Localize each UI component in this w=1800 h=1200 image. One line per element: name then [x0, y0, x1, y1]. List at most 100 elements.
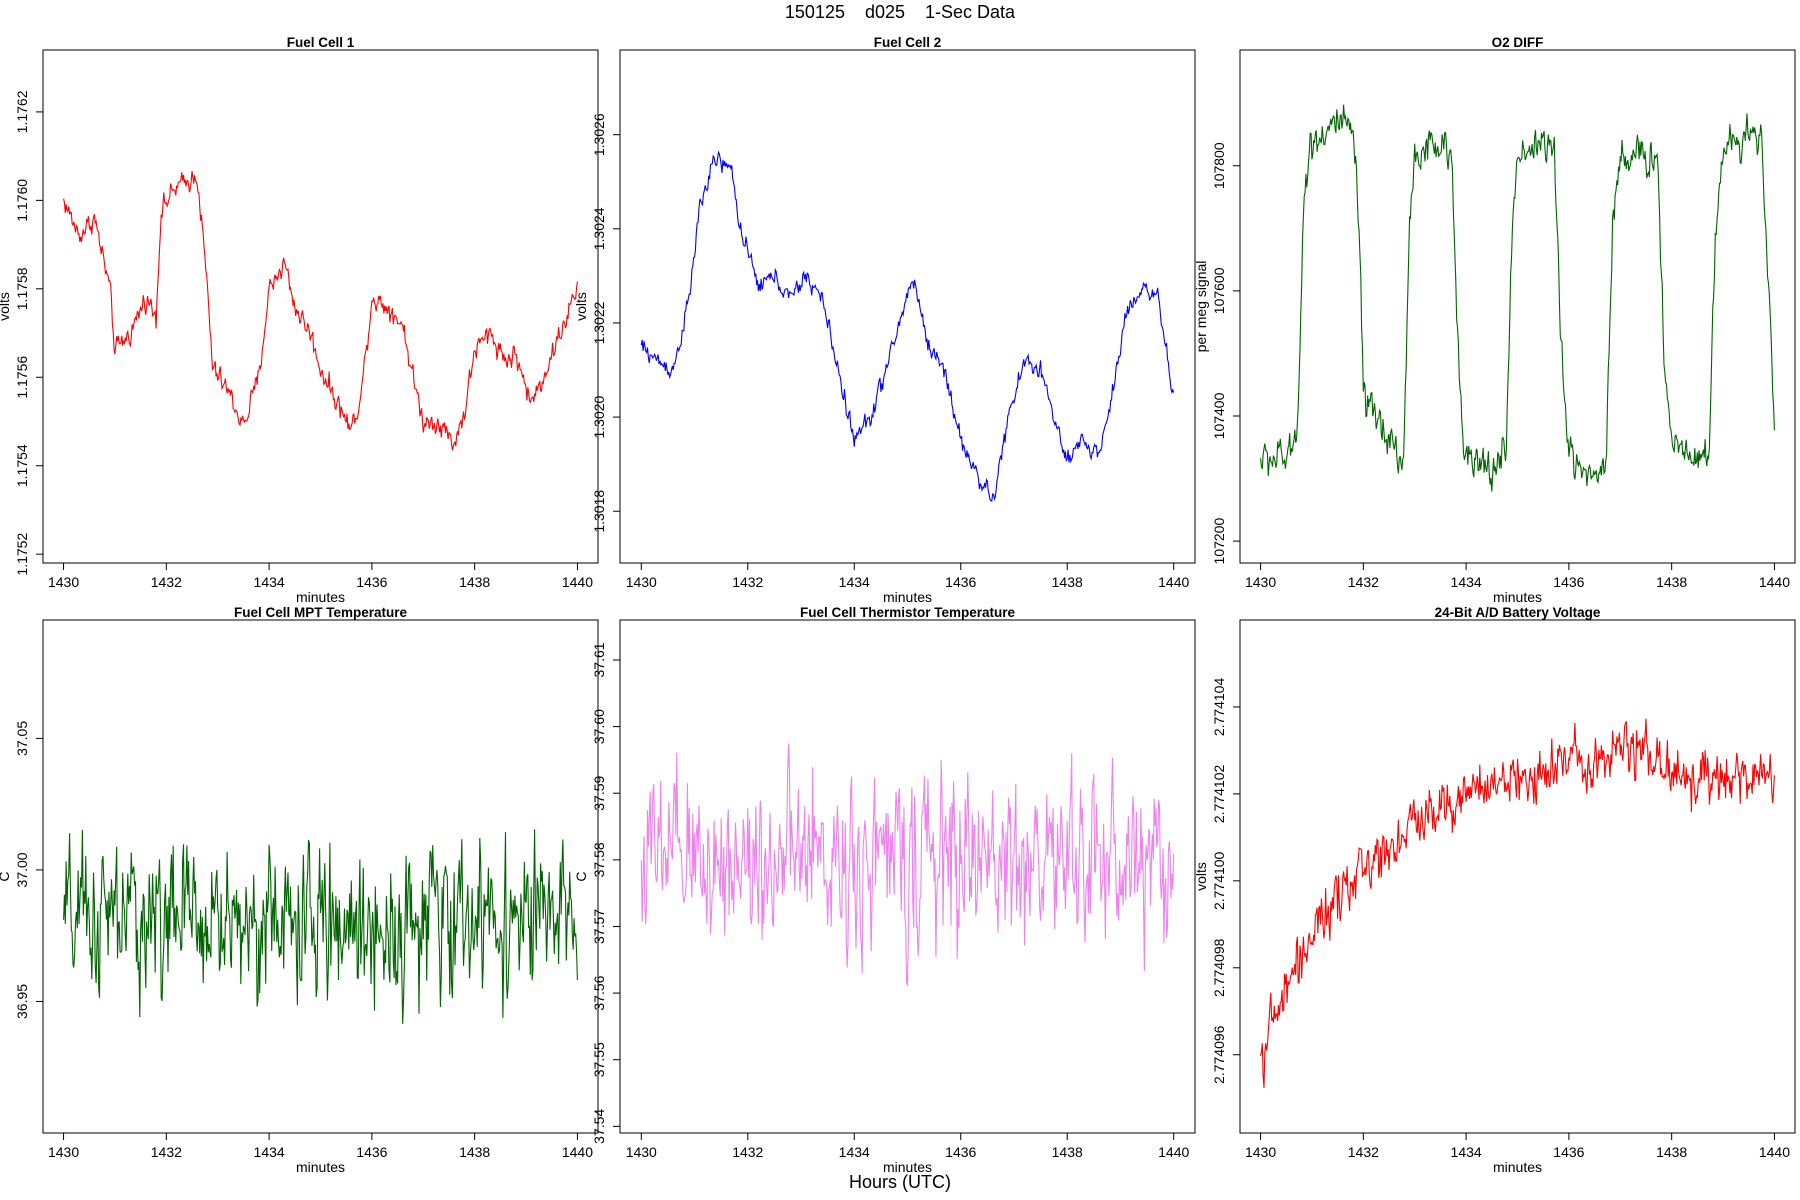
y-tick-label: 37.05 [14, 721, 30, 756]
y-tick-label: 1.1758 [14, 267, 30, 310]
panel-3: O2 DIFF 1430 1432 1434 1436 1438 1440 minutes 10… [1193, 35, 1796, 605]
page-title: 150125 d025 1-Sec Data [784, 2, 1016, 22]
y-tick-label: 1.1760 [14, 179, 30, 222]
y-axis-label: C [573, 871, 589, 881]
x-tick-label: 1434 [1451, 574, 1482, 590]
series-line [1260, 718, 1775, 1088]
x-tick-label: 1438 [459, 1144, 490, 1160]
y-tick-label: 37.55 [591, 1042, 607, 1077]
y-tick-label: 37.61 [591, 642, 607, 677]
x-tick-label: 1436 [945, 1144, 976, 1160]
y-tick-label: 107600 [1211, 267, 1227, 314]
y-tick-label: 107200 [1211, 518, 1227, 565]
x-tick-label: 1434 [839, 574, 870, 590]
y-tick-label: 1.1762 [14, 90, 30, 133]
panel-1: Fuel Cell 1 1430 1432 1434 1436 1438 1440 minut… [0, 35, 599, 605]
x-tick-label: 1430 [626, 574, 657, 590]
y-tick-label: 1.3022 [591, 301, 607, 344]
x-tick-label: 1436 [356, 1144, 387, 1160]
panel-title: Fuel Cell MPT Temperature [234, 605, 408, 620]
x-tick-label: 1438 [1052, 1144, 1083, 1160]
x-axis-label: minutes [883, 589, 932, 605]
x-tick-label: 1436 [1553, 574, 1584, 590]
x-tick-label: 1440 [562, 1144, 593, 1160]
x-tick-label: 1432 [1348, 1144, 1379, 1160]
y-axis-label: volts [0, 292, 12, 321]
y-tick-label: 36.95 [14, 984, 30, 1019]
x-tick-label: 1430 [626, 1144, 657, 1160]
y-tick-label: 2.774104 [1211, 678, 1227, 737]
x-tick-label: 1430 [48, 1144, 79, 1160]
plot-frame [42, 619, 599, 1134]
y-tick-label: 2.774100 [1211, 851, 1227, 910]
x-tick-label: 1432 [151, 1144, 182, 1160]
x-tick-label: 1430 [1245, 574, 1276, 590]
y-tick-label: 1.3020 [591, 395, 607, 438]
x-tick-label: 1436 [1553, 1144, 1584, 1160]
x-axis-label: minutes [296, 589, 345, 605]
y-tick-label: 37.60 [591, 709, 607, 744]
x-tick-label: 1436 [356, 574, 387, 590]
panel-6: 24-Bit A/D Battery Voltage 1430 1432 1434 14… [1193, 605, 1796, 1175]
panel-2: Fuel Cell 2 1430 1432 1434 1436 1438 1440 minut… [573, 35, 1196, 605]
y-tick-label: 2.774102 [1211, 764, 1227, 823]
y-tick-label: 1.1752 [14, 533, 30, 576]
x-tick-label: 1430 [48, 574, 79, 590]
y-axis-label: volts [573, 292, 589, 321]
x-axis-label: minutes [1493, 589, 1542, 605]
plot-frame [1239, 619, 1796, 1134]
series-line [1260, 104, 1775, 492]
x-tick-label: 1432 [151, 574, 182, 590]
panel-4: Fuel Cell MPT Temperature 1430 1432 1434 143… [0, 605, 599, 1175]
x-tick-label: 1432 [1348, 574, 1379, 590]
x-tick-label: 1440 [1759, 1144, 1790, 1160]
y-tick-label: 37.56 [591, 975, 607, 1010]
x-tick-label: 1438 [1656, 1144, 1687, 1160]
plot-frame [619, 49, 1196, 564]
y-axis-label: per meg signal [1193, 261, 1209, 353]
y-tick-label: 1.3024 [591, 207, 607, 250]
panel-5: Fuel Cell Thermistor Temperature 1430 1432… [573, 605, 1196, 1175]
panel-title: Fuel Cell 2 [874, 35, 942, 50]
y-tick-label: 37.57 [591, 909, 607, 944]
y-axis-label: volts [1193, 862, 1209, 891]
x-axis-label: minutes [296, 1159, 345, 1175]
panel-title: 24-Bit A/D Battery Voltage [1435, 605, 1601, 620]
plot-frame [1239, 49, 1796, 564]
y-tick-label: 107800 [1211, 142, 1227, 189]
panel-title: Fuel Cell 1 [287, 35, 355, 50]
y-axis-label: C [0, 871, 12, 881]
plot-frame [42, 49, 599, 564]
x-tick-label: 1438 [459, 574, 490, 590]
panel-title: Fuel Cell Thermistor Temperature [800, 605, 1016, 620]
series-line [640, 743, 1175, 986]
x-tick-label: 1432 [732, 574, 763, 590]
x-tick-label: 1440 [1759, 574, 1790, 590]
x-axis-label: minutes [883, 1159, 932, 1175]
y-tick-label: 2.774096 [1211, 1025, 1227, 1084]
y-tick-label: 37.00 [14, 852, 30, 887]
series-line [63, 829, 578, 1024]
x-tick-label: 1434 [254, 1144, 285, 1160]
plot-frame [619, 619, 1196, 1134]
global-x-axis-label: Hours (UTC) [849, 1172, 951, 1192]
x-tick-label: 1434 [254, 574, 285, 590]
x-tick-label: 1434 [839, 1144, 870, 1160]
x-tick-label: 1440 [1158, 574, 1189, 590]
x-tick-label: 1434 [1451, 1144, 1482, 1160]
series-line [63, 171, 578, 451]
y-tick-label: 107400 [1211, 392, 1227, 439]
y-tick-label: 37.59 [591, 775, 607, 810]
y-tick-label: 1.3026 [591, 113, 607, 156]
x-tick-label: 1432 [732, 1144, 763, 1160]
series-line [640, 150, 1175, 502]
y-tick-label: 1.1756 [14, 356, 30, 399]
x-tick-label: 1436 [945, 574, 976, 590]
y-tick-label: 37.58 [591, 842, 607, 877]
y-tick-label: 2.774098 [1211, 938, 1227, 997]
x-tick-label: 1430 [1245, 1144, 1276, 1160]
x-tick-label: 1438 [1656, 574, 1687, 590]
panel-title: O2 DIFF [1492, 35, 1544, 50]
x-tick-label: 1440 [1158, 1144, 1189, 1160]
